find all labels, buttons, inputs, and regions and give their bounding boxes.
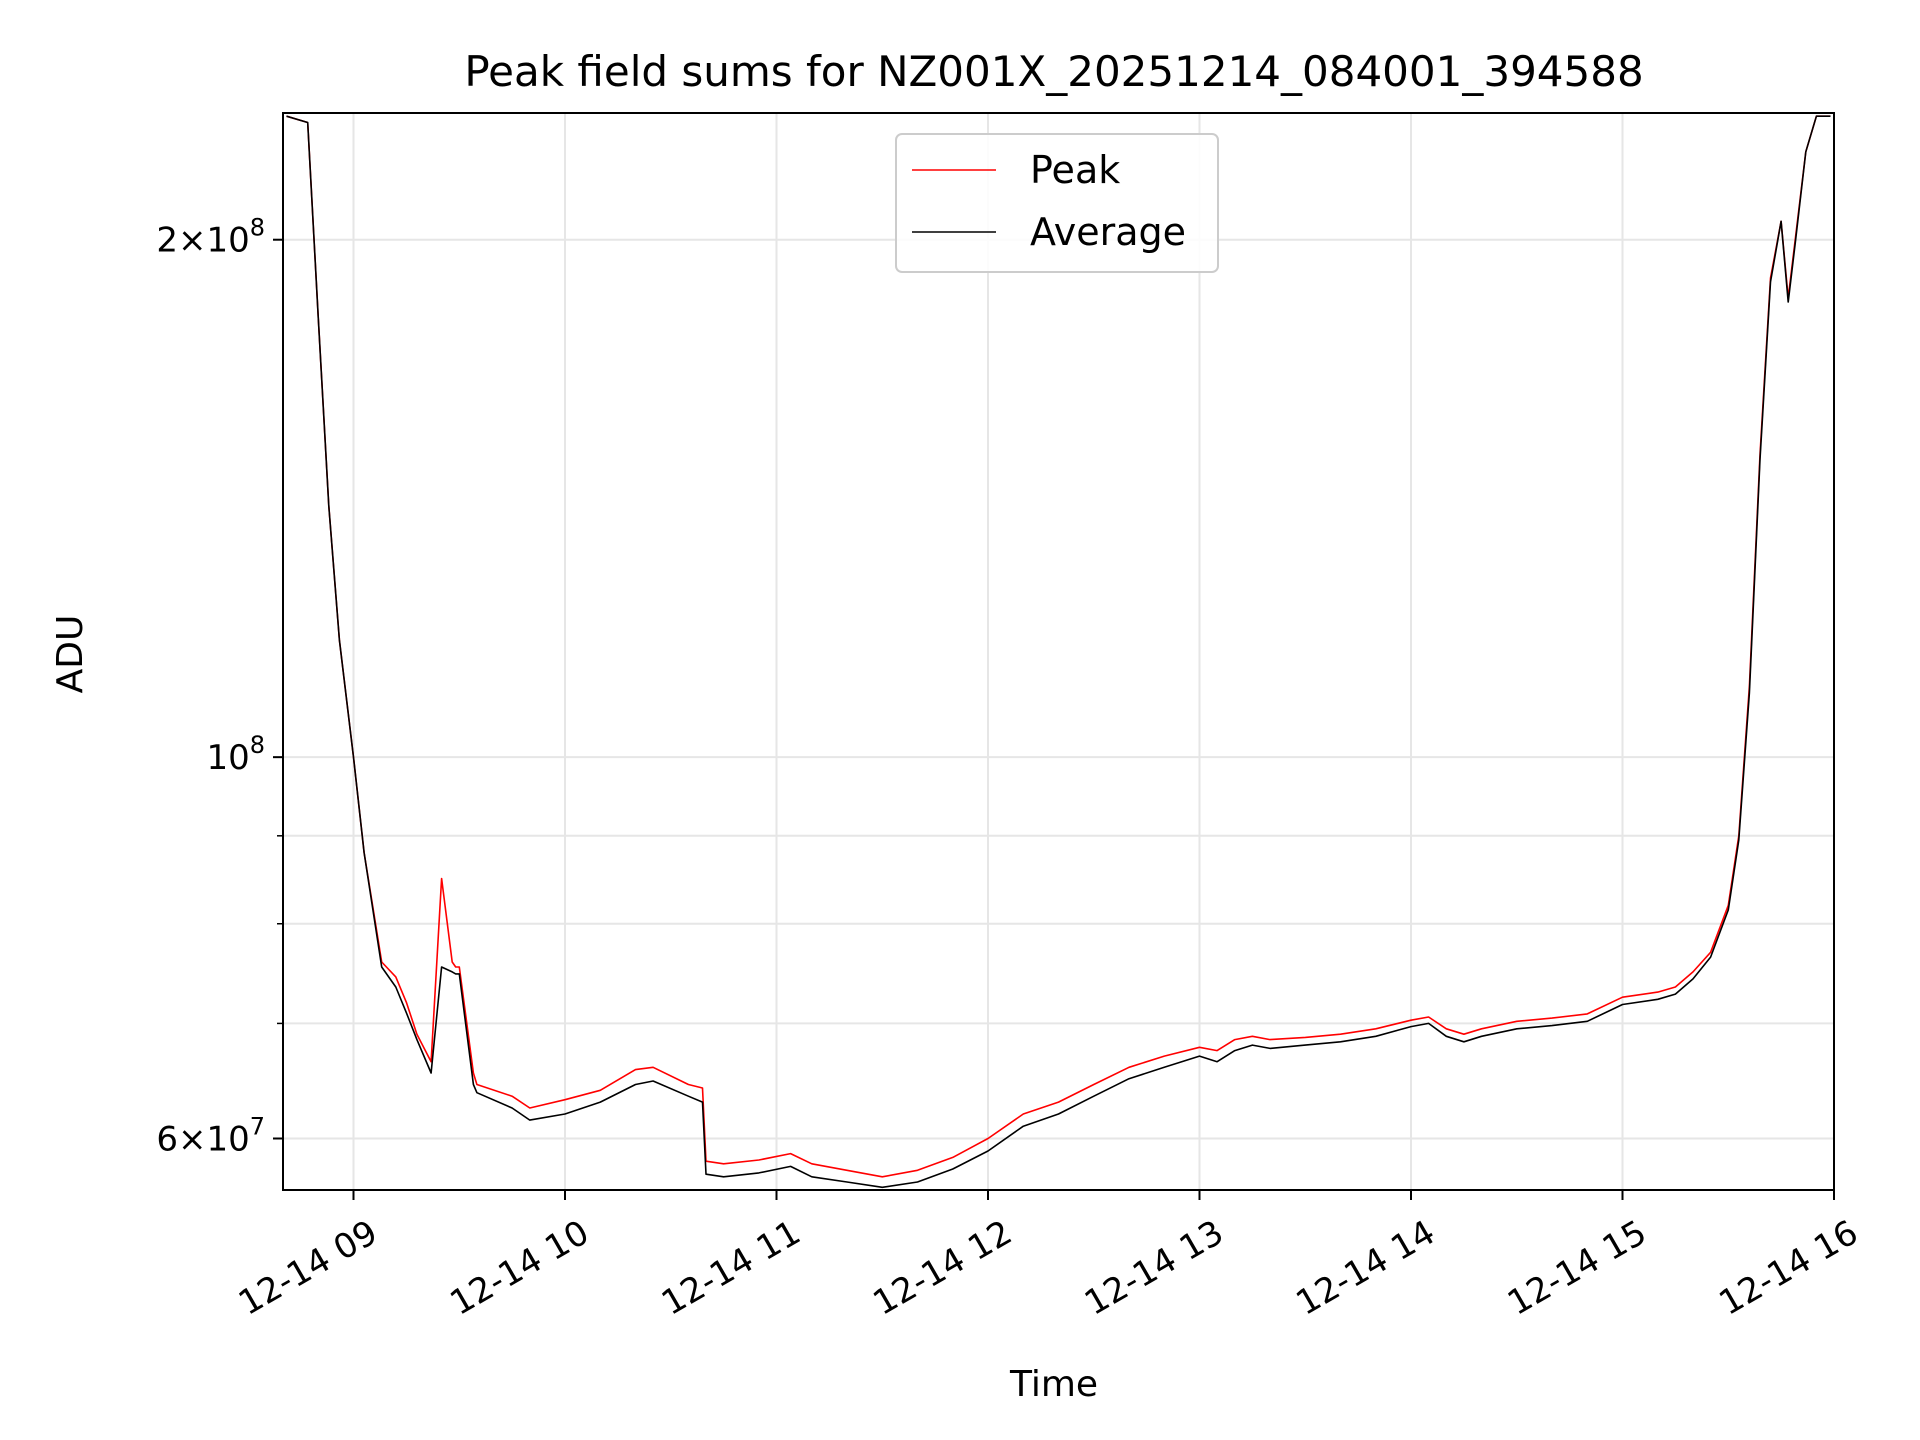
legend: Peak Average (895, 133, 1219, 273)
y-axis-label: ADU (50, 615, 91, 694)
legend-label-peak: Peak (1030, 148, 1120, 192)
legend-label-average: Average (1030, 210, 1186, 254)
y-axis: 6×107 108 2×108 (156, 214, 283, 1159)
chart-title: Peak field sums for NZ001X_20251214_0840… (464, 47, 1643, 96)
x-axis-label: Time (1009, 1364, 1098, 1405)
series-line-average (286, 115, 1831, 1189)
y-tick-label: 6×107 (156, 1112, 265, 1159)
y-tick-label: 108 (206, 731, 265, 778)
legend-box (895, 133, 1219, 273)
series-layer (286, 115, 1831, 1189)
plot-frame (282, 112, 1835, 1191)
series-line-peak (286, 115, 1831, 1178)
y-tick-label: 2×108 (156, 214, 265, 261)
